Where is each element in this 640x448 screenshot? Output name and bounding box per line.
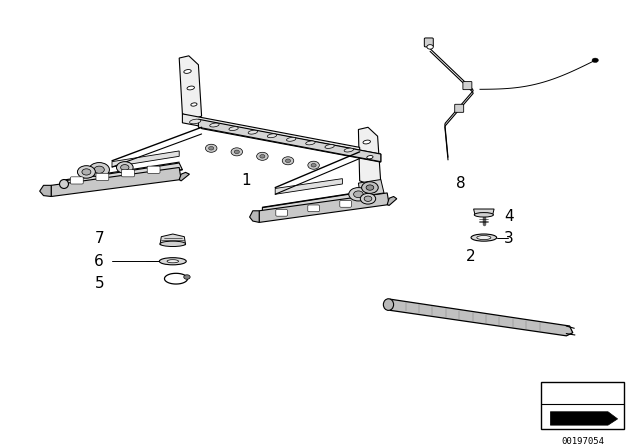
Polygon shape	[179, 172, 189, 181]
Circle shape	[121, 164, 129, 170]
Polygon shape	[550, 412, 618, 425]
Circle shape	[592, 58, 598, 63]
Ellipse shape	[191, 103, 197, 106]
Circle shape	[362, 182, 378, 194]
Polygon shape	[250, 211, 259, 222]
Text: 6: 6	[94, 254, 104, 269]
Circle shape	[285, 159, 291, 163]
Text: 8: 8	[456, 176, 466, 190]
Ellipse shape	[363, 140, 371, 144]
Polygon shape	[262, 190, 381, 215]
FancyBboxPatch shape	[147, 166, 160, 173]
Circle shape	[364, 196, 372, 202]
Ellipse shape	[60, 180, 68, 189]
Polygon shape	[51, 168, 181, 197]
Bar	[541, 382, 624, 429]
Circle shape	[77, 166, 95, 178]
Ellipse shape	[167, 260, 179, 263]
Ellipse shape	[477, 236, 491, 240]
Ellipse shape	[367, 155, 373, 159]
FancyBboxPatch shape	[454, 104, 463, 112]
FancyBboxPatch shape	[308, 205, 319, 212]
Ellipse shape	[383, 299, 394, 310]
Ellipse shape	[471, 234, 497, 241]
Polygon shape	[64, 163, 182, 189]
Ellipse shape	[160, 241, 186, 246]
Circle shape	[209, 146, 214, 150]
Polygon shape	[179, 56, 202, 118]
Ellipse shape	[184, 69, 191, 73]
Circle shape	[231, 148, 243, 156]
Ellipse shape	[344, 148, 353, 152]
Circle shape	[354, 191, 364, 198]
Circle shape	[257, 152, 268, 160]
Ellipse shape	[229, 127, 238, 130]
Polygon shape	[112, 151, 179, 167]
Text: 2: 2	[465, 249, 476, 264]
Ellipse shape	[306, 141, 315, 145]
Polygon shape	[160, 234, 186, 245]
Circle shape	[89, 163, 109, 177]
FancyBboxPatch shape	[276, 210, 287, 216]
Text: 7: 7	[94, 232, 104, 246]
Circle shape	[427, 45, 433, 49]
Polygon shape	[358, 127, 381, 185]
Polygon shape	[40, 185, 51, 197]
Polygon shape	[202, 121, 381, 162]
Polygon shape	[387, 197, 397, 206]
Polygon shape	[259, 193, 389, 222]
Circle shape	[349, 188, 368, 201]
Circle shape	[184, 275, 190, 279]
Ellipse shape	[210, 123, 219, 127]
Polygon shape	[474, 209, 494, 214]
Circle shape	[366, 185, 374, 190]
Polygon shape	[386, 299, 573, 336]
FancyBboxPatch shape	[463, 82, 472, 90]
Text: 1: 1	[241, 173, 252, 188]
Ellipse shape	[187, 86, 195, 90]
Polygon shape	[358, 180, 384, 197]
Circle shape	[260, 155, 265, 158]
Circle shape	[311, 164, 316, 167]
Text: 3: 3	[504, 232, 514, 246]
Circle shape	[282, 157, 294, 165]
Ellipse shape	[474, 213, 493, 217]
Circle shape	[82, 169, 91, 175]
Text: 5: 5	[94, 276, 104, 291]
Ellipse shape	[325, 145, 334, 148]
Circle shape	[234, 150, 239, 154]
Circle shape	[94, 166, 104, 173]
FancyBboxPatch shape	[122, 170, 134, 177]
Text: 4: 4	[504, 209, 514, 224]
Ellipse shape	[189, 119, 201, 124]
Circle shape	[308, 161, 319, 169]
FancyBboxPatch shape	[340, 201, 351, 207]
Polygon shape	[275, 179, 342, 194]
Circle shape	[205, 144, 217, 152]
Ellipse shape	[268, 134, 276, 138]
Ellipse shape	[287, 138, 296, 141]
FancyBboxPatch shape	[70, 177, 83, 184]
Text: 00197054: 00197054	[561, 437, 604, 446]
Polygon shape	[182, 114, 360, 156]
Circle shape	[116, 162, 133, 173]
FancyBboxPatch shape	[96, 173, 109, 181]
Ellipse shape	[248, 130, 257, 134]
Ellipse shape	[159, 258, 186, 265]
Circle shape	[360, 194, 376, 204]
FancyBboxPatch shape	[424, 38, 433, 47]
Polygon shape	[198, 119, 381, 162]
